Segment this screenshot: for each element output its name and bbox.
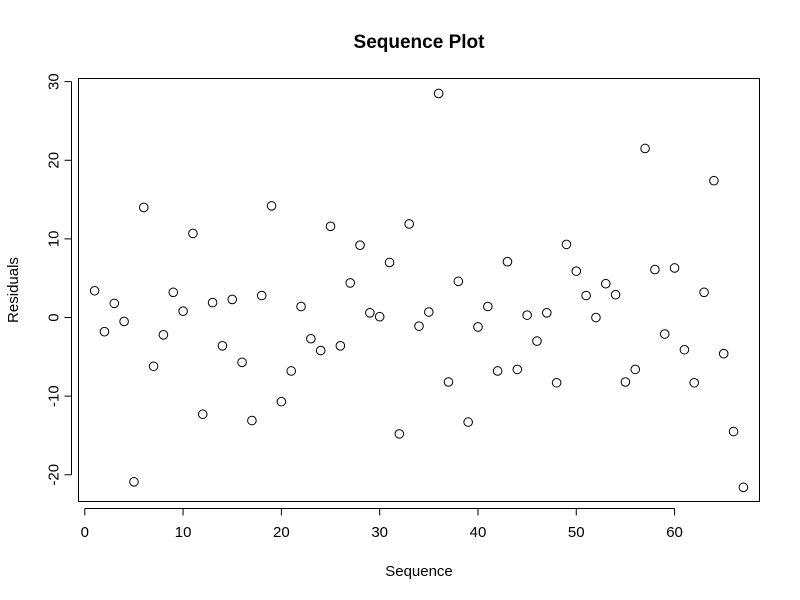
data-point [424,307,434,317]
data-point [256,290,267,301]
data-point [433,88,444,99]
x-axis-label: Sequence [385,563,453,580]
data-point [679,344,690,355]
data-point [738,482,749,493]
data-point [650,264,660,275]
data-point [394,429,405,439]
y-axis-label: Residuals [5,257,22,323]
data-point [178,306,188,317]
x-tick-label: 40 [470,524,487,541]
data-point [217,341,228,351]
data-point [728,426,739,437]
x-tick-label: 30 [371,524,388,541]
data-point [306,333,316,344]
data-point [453,276,464,287]
data-point [659,329,670,339]
data-point [197,409,208,420]
y-tick-label: 0 [46,313,63,321]
data-point [718,348,729,359]
y-tick-label: -20 [46,464,63,486]
data-point [492,366,503,376]
data-point [345,278,355,288]
x-tick-label: 50 [568,524,585,541]
x-tick-label: 60 [666,524,683,541]
data-point [709,175,719,186]
data-point [443,377,454,387]
x-axis: 0 10 20 30 40 50 60 [81,508,683,541]
data-point [227,294,238,305]
data-point [109,298,120,309]
data-point [541,308,552,318]
data-point [384,257,395,268]
x-tick-label: 0 [81,524,89,541]
data-point [610,289,621,300]
data-point [600,278,611,289]
data-point [551,377,562,388]
plot-frame [78,78,760,502]
data-point [247,415,257,426]
data-point [699,287,709,298]
data-point [669,263,680,273]
x-tick-label: 20 [273,524,290,541]
data-point [414,321,424,331]
data-point [483,301,493,312]
data-point [89,285,100,296]
data-point [286,366,297,376]
y-tick-label: 30 [46,73,63,90]
data-point [207,297,218,308]
data-point [620,377,631,387]
data-point [591,312,601,323]
data-point [138,202,149,213]
data-point [630,364,641,375]
data-point [99,326,110,337]
data-point [148,361,159,372]
data-point [119,316,129,327]
data-point [640,143,650,154]
data-point [581,290,591,301]
data-point [355,240,365,250]
data-point [522,310,532,320]
data-point [374,311,385,322]
data-point [365,308,375,318]
data-point [237,357,247,368]
data-point [689,377,700,388]
data-point [463,417,473,427]
data-point [325,221,336,232]
data-point [296,301,306,312]
data-point [512,364,523,375]
data-point [158,330,169,340]
data-point [404,219,414,229]
data-point [315,345,326,356]
x-tick-label: 10 [175,524,192,541]
data-point [561,239,572,250]
data-point [266,201,277,211]
data-point [502,256,513,267]
data-point [335,341,346,351]
data-point [188,228,198,239]
y-tick-label: 20 [46,152,63,169]
chart-title: Sequence Plot [354,32,486,53]
data-point [129,477,139,487]
data-point [473,322,483,332]
data-point [532,336,542,346]
data-point [571,266,582,276]
data-point [168,287,179,298]
y-tick-label: -10 [46,385,63,407]
y-tick-label: 10 [46,231,63,248]
scatter-points [89,88,749,493]
y-axis: -20 -10 0 10 20 30 [46,73,72,486]
data-point [276,396,287,407]
